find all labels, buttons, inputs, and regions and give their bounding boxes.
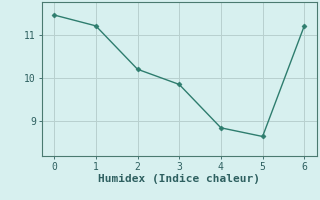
X-axis label: Humidex (Indice chaleur): Humidex (Indice chaleur)	[98, 174, 260, 184]
